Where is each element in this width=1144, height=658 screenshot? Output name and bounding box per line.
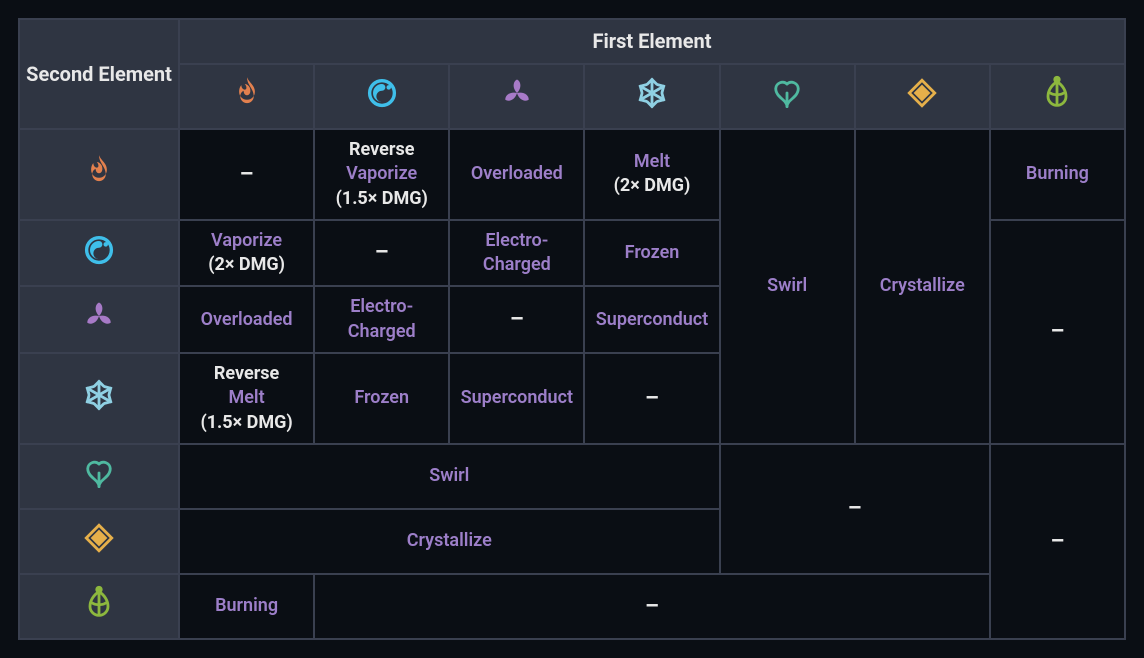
pyro-icon: [229, 75, 265, 111]
row-header-pyro: [19, 129, 179, 220]
col-header-geo: [855, 64, 990, 129]
cell-geo-crystallize-merged: Crystallize: [855, 129, 990, 444]
row-header-electro: [19, 286, 179, 353]
cell-dendro-col-dash: –: [990, 444, 1125, 639]
hydro-icon: [81, 232, 117, 268]
geo-icon: [81, 520, 117, 556]
dendro-icon: [81, 585, 117, 621]
cell-cryo-pyro: Reverse Melt (1.5× DMG): [179, 353, 314, 444]
cell-anemo-geo-dash: –: [720, 444, 990, 574]
cell-electro-pyro: Overloaded: [179, 286, 314, 353]
col-header-dendro: [990, 64, 1125, 129]
cell-dendro-dash-merged: –: [990, 220, 1125, 444]
geo-icon: [904, 75, 940, 111]
anemo-icon: [81, 455, 117, 491]
electro-icon: [81, 298, 117, 334]
cell-hydro-cryo: Frozen: [584, 220, 719, 287]
elemental-reaction-table: Second Element First Element – Reverse V…: [18, 18, 1126, 640]
cell-hydro-pyro: Vaporize (2× DMG): [179, 220, 314, 287]
col-header-pyro: [179, 64, 314, 129]
cell-pyro-electro: Overloaded: [449, 129, 584, 220]
pyro-icon: [81, 153, 117, 189]
cell-anemo-swirl-row: Swirl: [179, 444, 720, 509]
cell-hydro-electro: Electro-Charged: [449, 220, 584, 287]
cell-pyro-pyro: –: [179, 129, 314, 220]
cell-pyro-hydro: Reverse Vaporize (1.5× DMG): [314, 129, 449, 220]
row-header-hydro: [19, 220, 179, 287]
cell-dendro-pyro: Burning: [179, 574, 314, 639]
col-header-electro: [449, 64, 584, 129]
col-header-cryo: [584, 64, 719, 129]
cell-cryo-cryo: –: [584, 353, 719, 444]
cell-electro-hydro: Electro-Charged: [314, 286, 449, 353]
col-header-anemo: [720, 64, 855, 129]
row-header-cryo: [19, 353, 179, 444]
cell-anemo-swirl-merged: Swirl: [720, 129, 855, 444]
cryo-icon: [634, 75, 670, 111]
cell-cryo-electro: Superconduct: [449, 353, 584, 444]
header-second-element: Second Element: [19, 19, 179, 129]
cell-cryo-hydro: Frozen: [314, 353, 449, 444]
row-header-dendro: [19, 574, 179, 639]
col-header-hydro: [314, 64, 449, 129]
header-first-element: First Element: [179, 19, 1125, 64]
row-header-anemo: [19, 444, 179, 509]
cell-electro-electro: –: [449, 286, 584, 353]
row-header-geo: [19, 509, 179, 574]
cell-geo-crystallize-row: Crystallize: [179, 509, 720, 574]
anemo-icon: [769, 75, 805, 111]
cell-pyro-cryo: Melt (2× DMG): [584, 129, 719, 220]
electro-icon: [499, 75, 535, 111]
cell-dendro-dash-row: –: [314, 574, 990, 639]
dendro-icon: [1039, 75, 1075, 111]
cell-hydro-hydro: –: [314, 220, 449, 287]
cell-pyro-dendro: Burning: [990, 129, 1125, 220]
cell-electro-cryo: Superconduct: [584, 286, 719, 353]
hydro-icon: [364, 75, 400, 111]
cryo-icon: [81, 377, 117, 413]
